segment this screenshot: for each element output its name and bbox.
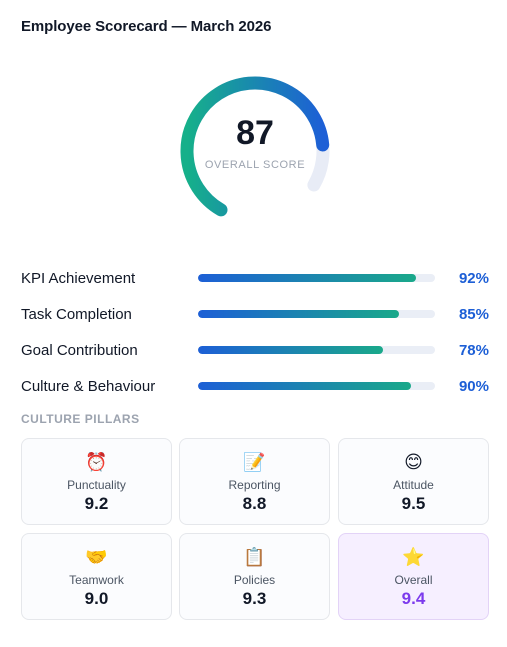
handshake-icon: 🤝: [85, 547, 108, 567]
pillar-label: Policies: [233, 573, 276, 587]
kpi-progress-track: [198, 310, 435, 318]
pillar-label: Teamwork: [69, 573, 124, 587]
pillar-card-reporting: 📝 Reporting 8.8: [179, 438, 330, 525]
pillar-label: Reporting: [228, 478, 281, 492]
overall-score-label: OVERALL SCORE: [204, 159, 306, 171]
kpi-label: KPI Achievement: [21, 270, 136, 287]
culture-pillars-heading: CULTURE PILLARS: [21, 412, 140, 426]
gauge-ring: [180, 76, 330, 217]
kpi-label: Goal Contribution: [21, 342, 138, 359]
gauge-fill: [180, 76, 330, 217]
pillar-label: Overall: [394, 573, 433, 587]
pillar-label: Punctuality: [67, 478, 126, 492]
kpi-row-goal-contribution: Goal Contribution 78%: [21, 332, 489, 368]
pillar-value: 9.5: [401, 494, 426, 513]
kpi-progress-track: [198, 382, 435, 390]
pillar-card-attitude: 😊 Attitude 9.5: [338, 438, 489, 525]
kpi-row-task-completion: Task Completion 85%: [21, 296, 489, 332]
kpi-value: 90%: [458, 378, 489, 395]
memo-icon: 📝: [243, 452, 266, 472]
pillar-value: 9.2: [84, 494, 109, 513]
overall-score-gauge: 87 OVERALL SCORE: [179, 75, 331, 227]
smile-icon: 😊: [404, 452, 423, 472]
pillar-value: 9.0: [84, 589, 109, 608]
pillar-value: 9.4: [401, 589, 426, 608]
kpi-progress-fill: [198, 310, 400, 318]
star-icon: ⭐: [402, 547, 425, 567]
alarm-clock-icon: ⏰: [85, 452, 108, 472]
kpi-progress-track: [198, 274, 435, 282]
kpi-label: Task Completion: [21, 306, 132, 323]
kpi-value: 85%: [458, 306, 489, 323]
kpi-list: KPI Achievement 92% Task Completion 85% …: [21, 260, 489, 404]
overall-score-value: 87: [236, 114, 274, 152]
kpi-progress-fill: [198, 382, 412, 390]
pillar-card-overall: ⭐ Overall 9.4: [338, 533, 489, 620]
kpi-value: 78%: [458, 342, 489, 359]
kpi-label: Culture & Behaviour: [21, 378, 156, 395]
pillar-card-policies: 📋 Policies 9.3: [179, 533, 330, 620]
page-title: Employee Scorecard — March 2026: [21, 18, 272, 35]
pillar-value: 9.3: [242, 589, 267, 608]
kpi-progress-fill: [198, 274, 417, 282]
clipboard-icon: 📋: [243, 547, 266, 567]
pillar-value: 8.8: [242, 494, 267, 513]
kpi-row-culture-behaviour: Culture & Behaviour 90%: [21, 368, 489, 404]
kpi-value: 92%: [458, 270, 489, 287]
pillar-label: Attitude: [393, 478, 434, 492]
kpi-progress-track: [198, 346, 435, 354]
kpi-progress-fill: [198, 346, 383, 354]
kpi-row-kpi-achievement: KPI Achievement 92%: [21, 260, 489, 296]
pillar-card-punctuality: ⏰ Punctuality 9.2: [21, 438, 172, 525]
pillar-card-teamwork: 🤝 Teamwork 9.0: [21, 533, 172, 620]
